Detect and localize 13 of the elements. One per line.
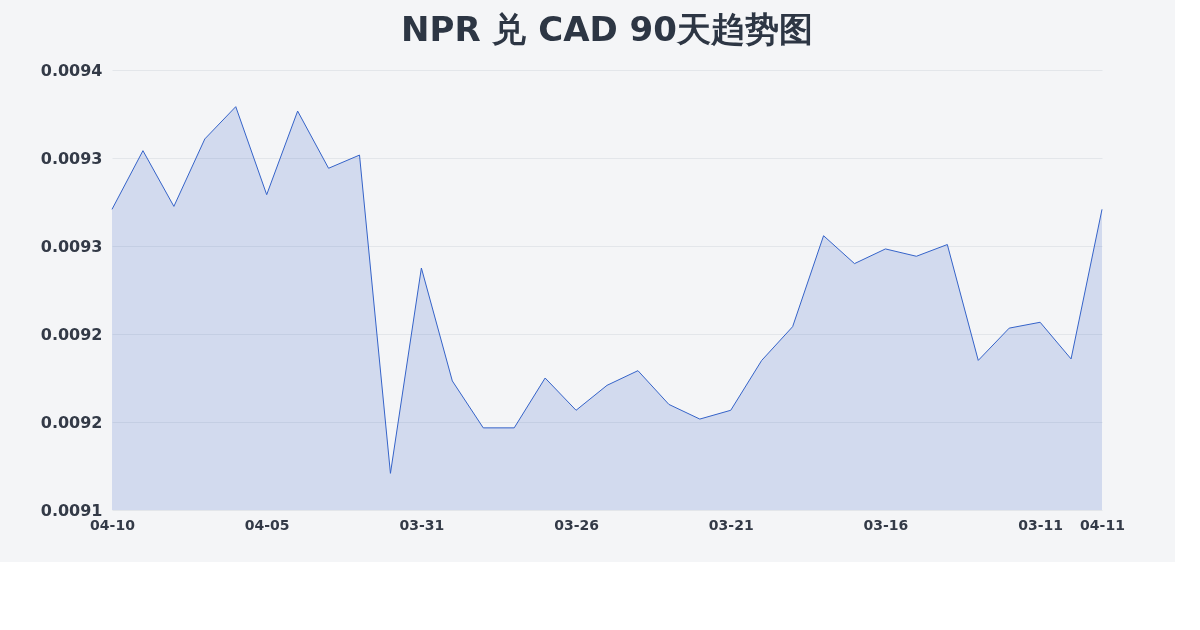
x-tick-label: 03-16 — [863, 516, 909, 533]
y-tick-label: 0.0094 — [40, 60, 103, 80]
y-tick-label: 0.0093 — [40, 236, 103, 256]
x-tick-label: 04-05 — [244, 516, 290, 533]
x-tick-label: 03-26 — [554, 516, 599, 533]
chart-title: NPR 兑 CAD 90天趋势图 — [401, 9, 813, 49]
y-tick-label: 0.0092 — [40, 324, 103, 344]
x-tick-label: 03-31 — [399, 516, 445, 533]
x-tick-label: 04-11 — [1080, 516, 1125, 533]
y-tick-label: 0.0093 — [40, 148, 103, 168]
y-tick-label: 0.0092 — [40, 412, 103, 432]
x-tick-label: 03-21 — [708, 516, 754, 533]
x-tick-label: 03-11 — [1018, 516, 1064, 533]
